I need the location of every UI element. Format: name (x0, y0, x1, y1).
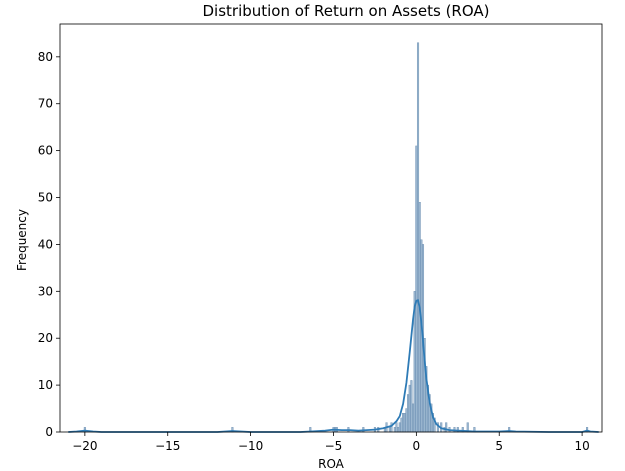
y-tick-label: 10 (38, 378, 53, 392)
histogram-bar (445, 422, 448, 433)
y-tick-label: 50 (38, 191, 53, 205)
histogram-bar (415, 145, 418, 433)
y-tick-label: 70 (38, 97, 53, 111)
x-tick-label: −5 (325, 439, 343, 453)
histogram-bar (393, 427, 396, 433)
histogram-bar (395, 422, 398, 433)
histogram-bar (388, 427, 391, 433)
x-tick-label: 0 (413, 439, 421, 453)
y-tick-label: 80 (38, 50, 53, 64)
y-tick-label: 0 (45, 425, 53, 439)
histogram-bar (400, 417, 403, 433)
histogram-bars (83, 42, 589, 433)
histogram-bar (408, 384, 411, 433)
y-tick-label: 40 (38, 237, 53, 251)
x-axis-label: ROA (318, 457, 345, 471)
histogram-bar (402, 413, 405, 433)
x-axis-ticks: −20 −15 −10 −5 0 5 10 (72, 432, 590, 453)
y-tick-label: 20 (38, 331, 53, 345)
histogram-bar (410, 380, 413, 433)
y-axis-label: Frequency (15, 209, 29, 271)
histogram-bar (397, 427, 400, 433)
y-axis-ticks: 0 10 20 30 40 50 60 70 80 (38, 50, 60, 439)
histogram-bar (412, 403, 415, 433)
y-tick-label: 30 (38, 284, 53, 298)
x-tick-label: 5 (495, 439, 503, 453)
x-tick-label: 10 (574, 439, 589, 453)
chart-title: Distribution of Return on Assets (ROA) (202, 2, 489, 20)
plot-frame (59, 23, 603, 433)
histogram-bar (390, 422, 393, 433)
histogram-bar (407, 394, 410, 433)
histogram-bar (403, 413, 406, 433)
x-tick-label: −10 (238, 439, 263, 453)
x-tick-label: −20 (72, 439, 97, 453)
y-tick-label: 60 (38, 144, 53, 158)
histogram-bar (405, 408, 408, 433)
histogram-bar (416, 42, 420, 433)
kde-curve-layer (68, 299, 599, 433)
kde-curve (68, 299, 599, 433)
histogram-bar (398, 422, 401, 433)
x-tick-label: −15 (155, 439, 180, 453)
